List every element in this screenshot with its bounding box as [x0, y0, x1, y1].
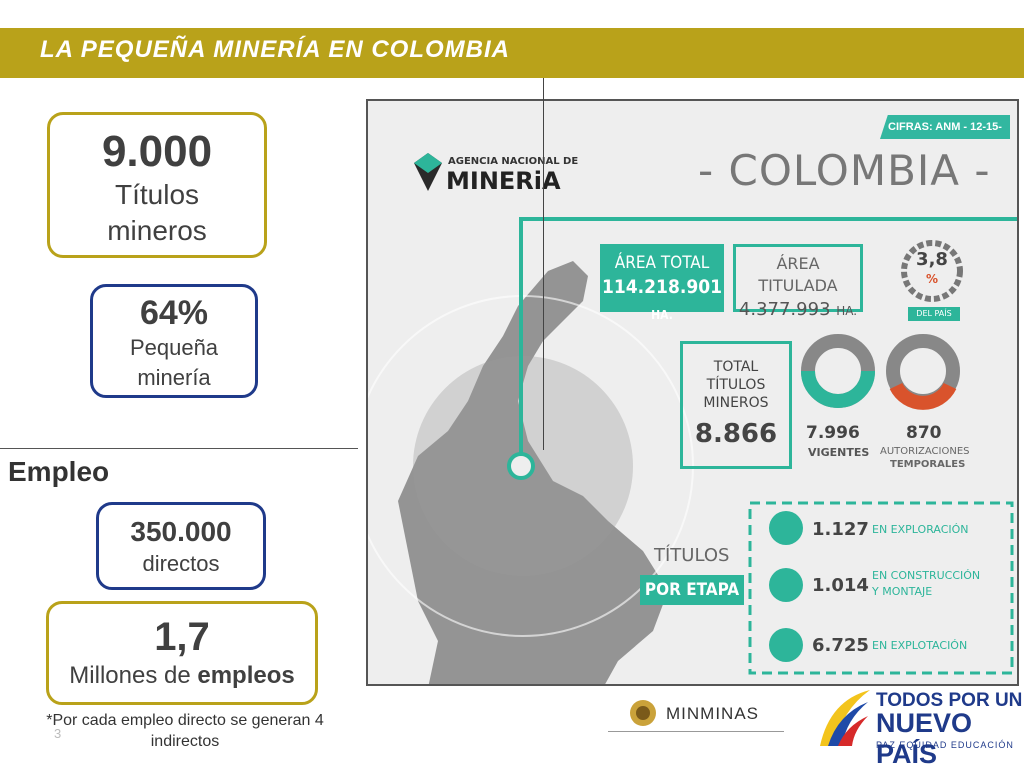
infographic-graphics: [368, 153, 1017, 684]
stage-3-label: EN EXPLOTACIÓN: [872, 639, 968, 652]
minminas-logo-text: MINMINAS: [666, 704, 759, 723]
stat-titulos-label-2: mineros: [107, 215, 207, 246]
cifras-tag: CIFRAS: ANM - 12-15- 2016: [880, 115, 1010, 139]
stat-millones-label-bold: empleos: [197, 662, 295, 689]
area-titulada-label: ÁREA TITULADA: [758, 254, 838, 295]
country-title: - COLOMBIA -: [698, 146, 991, 195]
pct-caption: DEL PAÍS: [908, 307, 960, 321]
area-total-number: 114.218.901: [601, 276, 723, 298]
autorizaciones-label-2: TEMPORALES: [890, 459, 966, 470]
stat-pequena-value: 64%: [139, 294, 209, 332]
stage-1-label: EN EXPLORACIÓN: [872, 523, 969, 536]
stat-empleos-directos: 350.000 directos: [96, 502, 266, 590]
area-titulada-unit: HA.: [836, 304, 858, 318]
slogan-line-2: NUEVO PAÍS: [876, 708, 973, 768]
area-total-box: ÁREA TOTAL 114.218.901 HA.: [600, 244, 724, 322]
slogan-line-3: PAZ EQUIDAD EDUCACIÓN: [876, 740, 1014, 750]
stage-1-value: 1.127: [812, 519, 869, 540]
exploracion-icon: [769, 511, 803, 545]
vigentes-value: 7.996: [806, 423, 860, 443]
pct-gauge: [901, 240, 963, 302]
stat-millones-value: 1,7: [154, 615, 210, 659]
stage-3-value: 6.725: [812, 635, 869, 656]
stage-2-value: 1.014: [812, 575, 869, 596]
stat-millones-label-plain: Millones de: [69, 662, 198, 689]
title-bar: [0, 28, 1024, 78]
map-pin-circle: [507, 452, 535, 480]
construccion-icon: [769, 568, 803, 602]
area-titulada-box: ÁREA TITULADA 4.377.993 HA.: [733, 244, 863, 320]
pct-value: 3,8 %: [914, 251, 950, 288]
donut-vigentes-fill: [801, 370, 875, 408]
stat-pequena-mineria: 64% Pequeña minería: [90, 284, 258, 398]
stat-pequena-label-2: minería: [137, 365, 211, 390]
agency-logo-mark-accent: [414, 153, 442, 173]
autorizaciones-label-1: AUTORIZACIONES: [880, 446, 970, 457]
stat-directos-label: directos: [142, 551, 220, 576]
section-divider: [0, 448, 358, 449]
agency-name-line2: MINERiA: [446, 167, 561, 195]
titulos-etapa-1: TÍTULOS: [654, 545, 730, 566]
stat-directos-value: 350.000: [130, 516, 232, 547]
page-number: 3: [54, 726, 62, 741]
area-total-label: ÁREA TOTAL: [614, 253, 710, 273]
vigentes-label: VIGENTES: [808, 446, 870, 459]
area-total-value: 114.218.901 HA.: [600, 274, 724, 328]
stat-millones-empleos: 1,7 Millones de empleos: [46, 601, 318, 705]
nuevo-pais-logo-icon: [820, 690, 870, 746]
page-title: LA PEQUEÑA MINERÍA EN COLOMBIA: [40, 36, 511, 63]
slogan-line-1: TODOS POR UN: [876, 690, 1023, 711]
stat-titulos-value: 9.000: [101, 127, 213, 176]
total-titulos-label-2: MINEROS: [703, 395, 769, 411]
stat-millones-label: Millones de empleos: [49, 660, 315, 692]
area-titulada-number: 4.377.993: [738, 299, 831, 320]
stages-dashed-box: [748, 501, 1014, 675]
area-total-unit: HA.: [651, 308, 673, 322]
total-titulos-label-1: TOTAL TÍTULOS: [706, 359, 766, 393]
area-titulada-value: 4.377.993 HA.: [736, 297, 860, 324]
footer-rule: [608, 731, 784, 732]
stat-titulos-mineros: 9.000 Títulos mineros: [47, 112, 267, 258]
donut-autorizaciones-fill: [889, 382, 957, 410]
total-titulos-box: TOTAL TÍTULOS MINEROS 8.866: [680, 341, 792, 469]
agency-name-line1: AGENCIA NACIONAL DE: [448, 156, 579, 167]
autorizaciones-value: 870: [906, 423, 942, 443]
empleo-heading: Empleo: [8, 456, 110, 487]
stat-titulos-label-1: Títulos: [114, 179, 200, 210]
titulos-etapa-2: POR ETAPA: [640, 575, 744, 605]
stat-pequena-label-1: Pequeña: [129, 335, 219, 360]
pct-number: 3,8: [916, 249, 948, 270]
footnote: *Por cada empleo directo se generan 4 in…: [46, 712, 324, 750]
pct-symbol: %: [925, 272, 939, 286]
colombia-mining-infographic: CIFRAS: ANM - 12-15- 2016 AGENCIA NACION…: [366, 99, 1019, 686]
colombia-coat-of-arms-icon: [630, 700, 656, 726]
explotacion-icon: [769, 628, 803, 662]
callout-line: [543, 78, 544, 450]
total-titulos-value: 8.866: [694, 419, 778, 449]
stage-2-label-2: Y MONTAJE: [872, 585, 933, 598]
stage-2-label-1: EN CONSTRUCCIÓN: [872, 569, 981, 582]
teal-connector-line: [519, 217, 1017, 466]
